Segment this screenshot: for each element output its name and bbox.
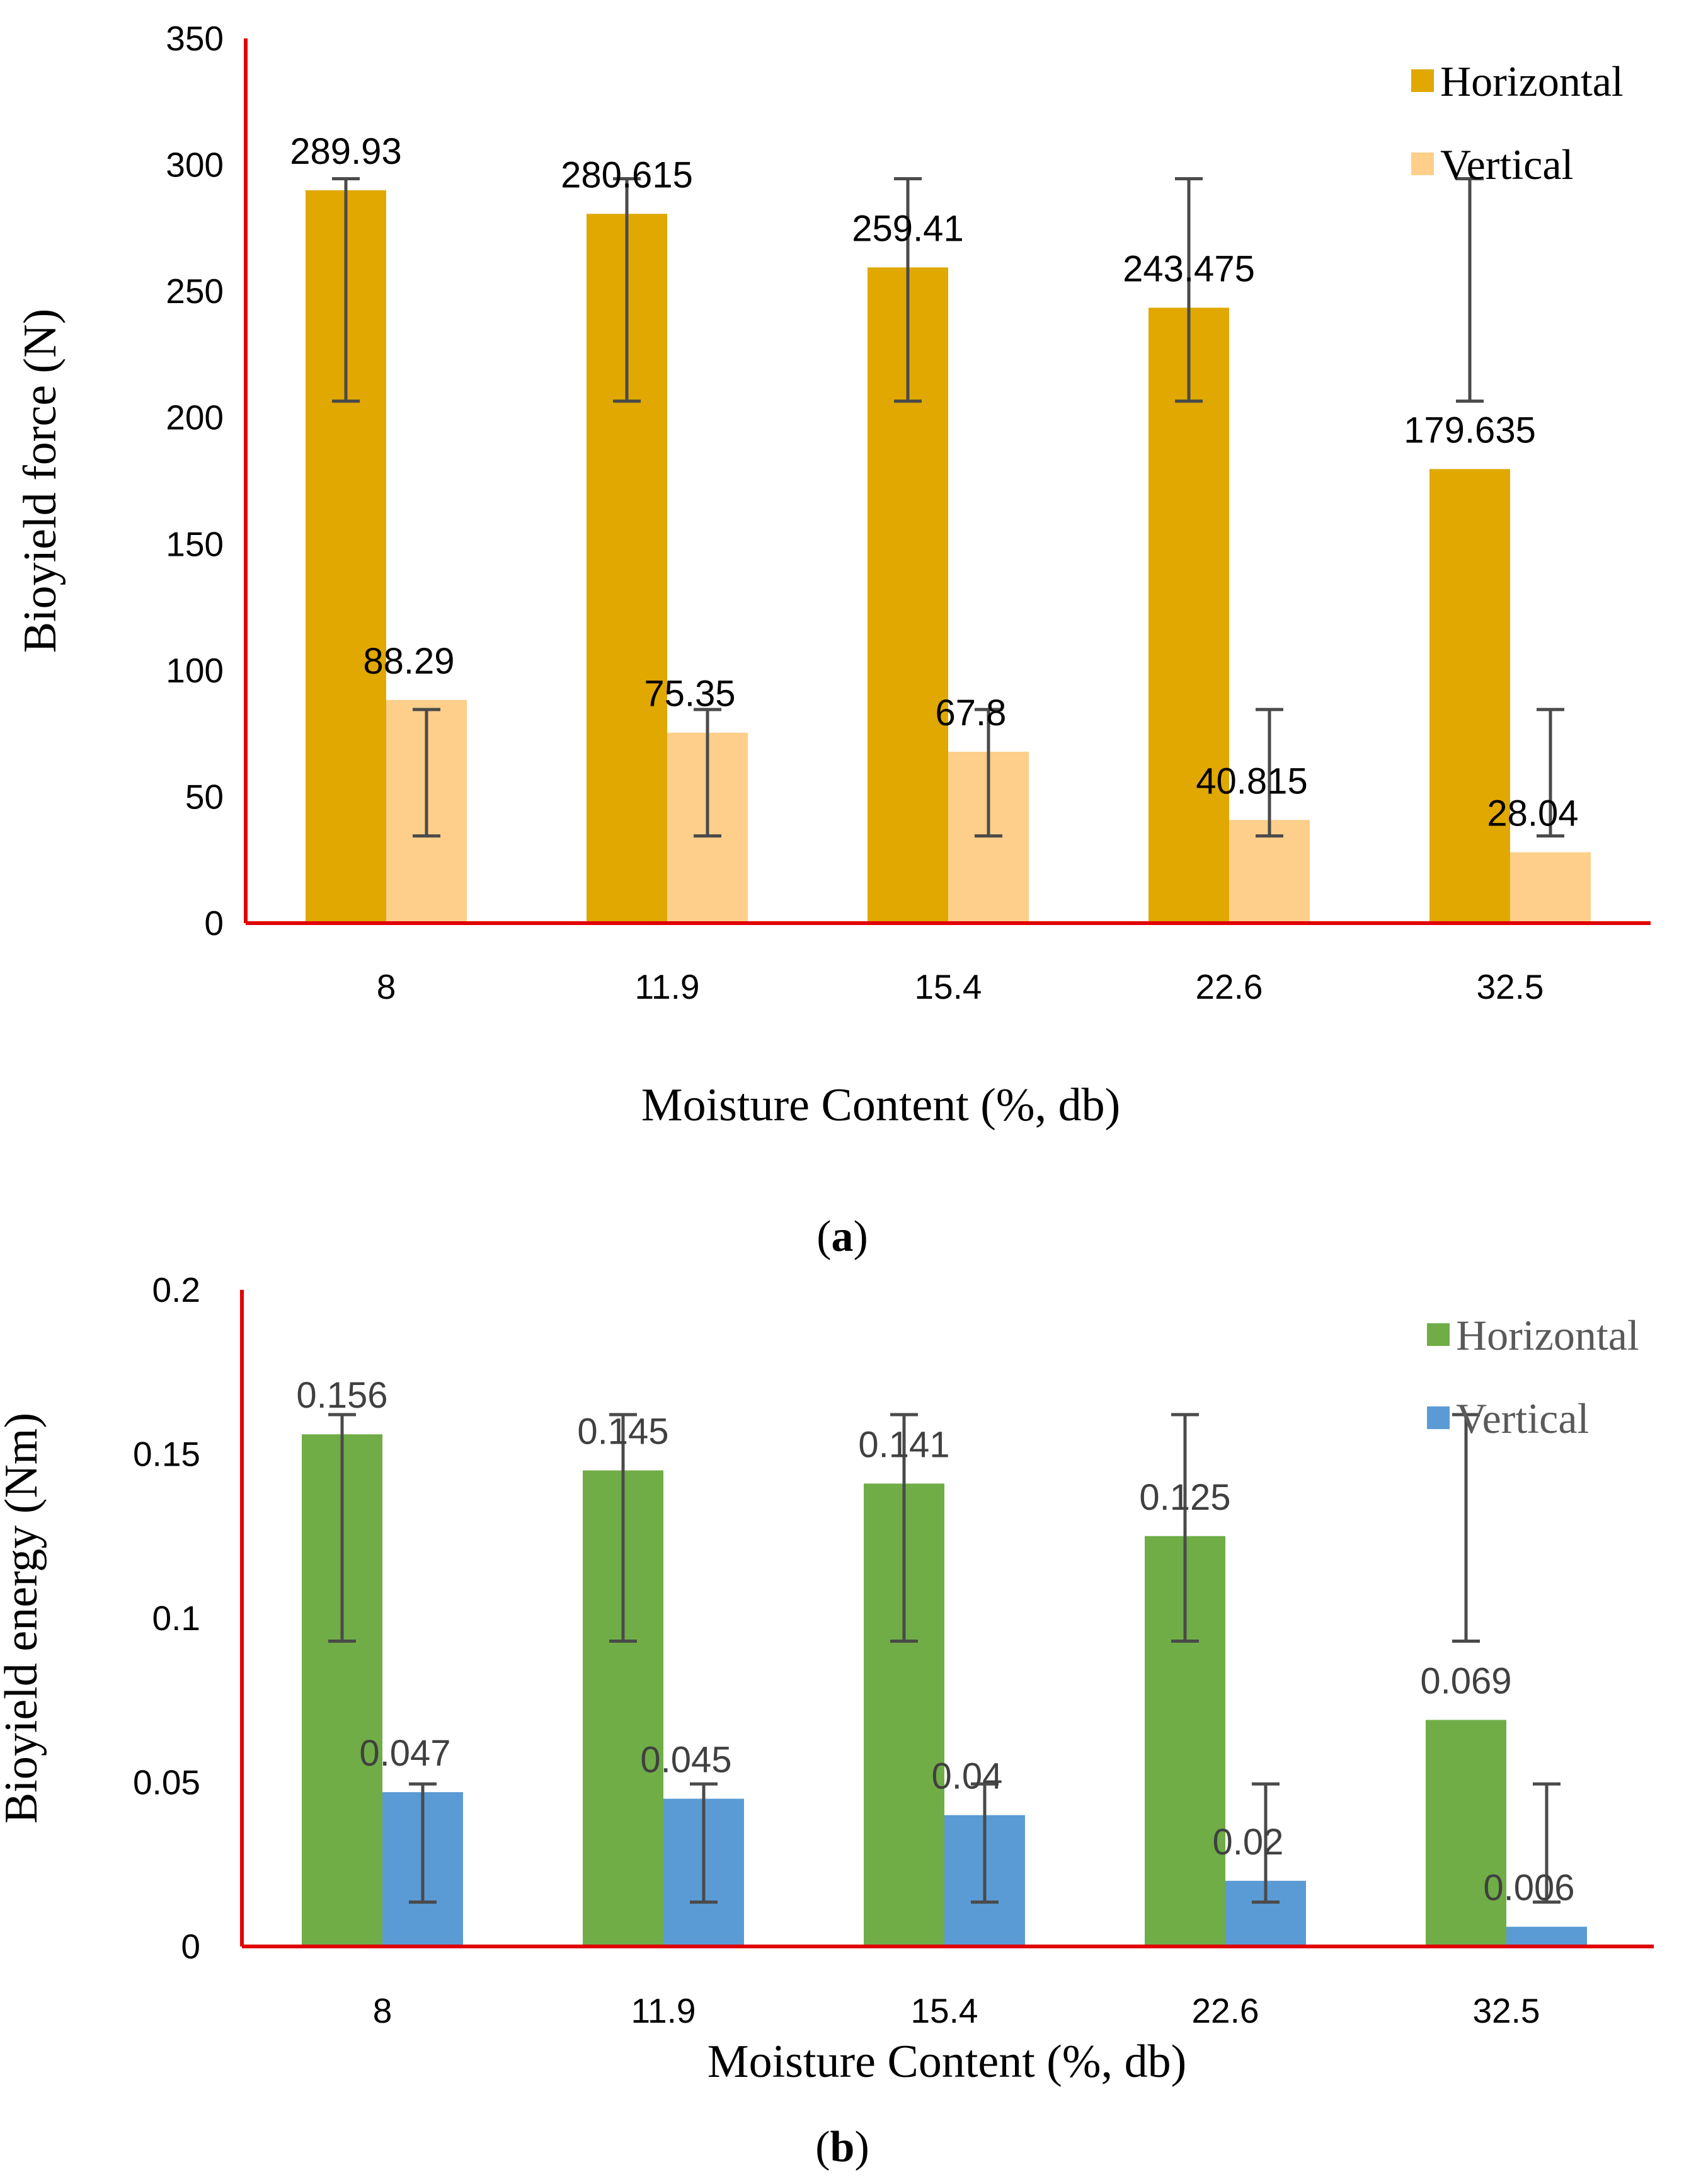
x-tick-label-b-0: 8 — [373, 1991, 392, 2030]
error-bar-b-horizontal-3 — [1171, 1413, 1199, 1643]
x-tick-label-a-0: 8 — [377, 967, 396, 1006]
panel-label-a-letter: a — [832, 1212, 854, 1261]
data-label-b-vertical-1: 0.045 — [640, 1740, 731, 1781]
data-label-a-vertical-4: 28.04 — [1487, 793, 1578, 834]
error-bar-b-vertical-4 — [1533, 1782, 1561, 1904]
bar-a-horizontal-4 — [1429, 469, 1510, 923]
bar-b-vertical-4 — [1506, 1926, 1587, 1946]
data-label-a-horizontal-0: 289.93 — [290, 131, 401, 172]
legend-label-b-horizontal: Horizontal — [1456, 1311, 1639, 1359]
y-tick-label-a-6: 300 — [166, 146, 224, 185]
x-tick-label-b-2: 15.4 — [910, 1991, 978, 2030]
error-bar-a-horizontal-2 — [894, 177, 922, 403]
legend-swatch-a-vertical — [1411, 152, 1434, 175]
y-tick-label-a-2: 100 — [166, 651, 224, 690]
legend-swatch-a-horizontal — [1411, 69, 1434, 92]
y-tick-label-a-1: 50 — [185, 777, 224, 816]
error-bar-b-horizontal-0 — [328, 1413, 356, 1643]
data-label-a-horizontal-3: 243.475 — [1123, 248, 1255, 289]
x-tick-label-b-4: 32.5 — [1472, 1991, 1540, 2030]
data-label-a-vertical-1: 75.35 — [644, 674, 735, 715]
y-tick-label-a-3: 150 — [166, 524, 224, 563]
data-label-b-vertical-3: 0.02 — [1213, 1822, 1284, 1863]
data-label-a-vertical-3: 40.815 — [1196, 761, 1307, 802]
data-label-b-vertical-4: 0.006 — [1483, 1868, 1574, 1909]
y-tick-label-a-7: 350 — [166, 19, 224, 58]
error-bar-b-vertical-2 — [971, 1782, 999, 1904]
y-tick-label-b-0: 0 — [181, 1927, 200, 1966]
chart-b-bioyield-energy: 0 0.05 0.1 0.15 0.2 0.156 0.047 8 0.145 0.045 11.9… — [0, 1270, 1654, 2088]
legend-label-b-vertical: Vertical — [1456, 1394, 1589, 1442]
y-tick-label-b-3: 0.15 — [133, 1435, 200, 1474]
y-tick-label-b-2: 0.1 — [152, 1599, 200, 1638]
x-tick-label-b-3: 22.6 — [1191, 1991, 1259, 2030]
chart-a-bioyield-force: 0 50 100 150 200 250 300 350 289.93 88.29 8 280.615… — [14, 19, 1651, 1131]
panel-label-a: (a) — [816, 1212, 868, 1261]
error-bar-b-vertical-0 — [409, 1782, 437, 1904]
data-label-b-horizontal-1: 0.145 — [577, 1411, 668, 1452]
data-label-b-horizontal-2: 0.141 — [858, 1424, 949, 1465]
data-label-a-horizontal-1: 280.615 — [561, 154, 693, 195]
data-label-b-vertical-2: 0.04 — [932, 1756, 1003, 1797]
data-label-a-horizontal-2: 259.41 — [852, 208, 963, 249]
legend-swatch-b-horizontal — [1427, 1323, 1450, 1346]
x-tick-label-a-4: 32.5 — [1476, 967, 1544, 1006]
error-bar-a-vertical-4 — [1537, 708, 1564, 838]
y-axis-title-a: Bioyield force (N) — [14, 309, 66, 653]
error-bar-a-vertical-0 — [413, 708, 440, 838]
error-bar-b-vertical-3 — [1252, 1782, 1280, 1904]
error-bar-b-horizontal-4 — [1452, 1413, 1480, 1643]
y-tick-label-b-4: 0.2 — [152, 1270, 200, 1309]
error-bar-a-horizontal-0 — [332, 177, 360, 403]
data-label-a-vertical-0: 88.29 — [363, 641, 454, 682]
data-label-b-horizontal-0: 0.156 — [296, 1375, 387, 1416]
error-bar-a-horizontal-4 — [1456, 177, 1484, 403]
x-axis-title-a: Moisture Content (%, db) — [641, 1079, 1120, 1131]
x-tick-label-a-1: 11.9 — [635, 967, 700, 1006]
x-tick-label-b-1: 11.9 — [631, 1991, 696, 2030]
bar-b-horizontal-4 — [1426, 1720, 1506, 1946]
legend-swatch-b-vertical — [1427, 1406, 1450, 1429]
x-tick-label-a-2: 15.4 — [914, 967, 982, 1006]
data-label-b-horizontal-3: 0.125 — [1139, 1477, 1230, 1518]
legend-label-a-vertical: Vertical — [1440, 141, 1573, 188]
error-bar-a-vertical-2 — [975, 708, 1002, 838]
error-bar-b-horizontal-2 — [890, 1413, 918, 1643]
error-bar-a-horizontal-1 — [613, 177, 641, 403]
data-label-b-vertical-0: 0.047 — [359, 1733, 450, 1774]
error-bar-b-vertical-1 — [690, 1782, 718, 1904]
y-tick-label-a-4: 200 — [166, 398, 224, 437]
error-bar-a-vertical-1 — [694, 708, 721, 838]
y-tick-label-a-5: 250 — [166, 272, 224, 311]
x-tick-label-a-3: 22.6 — [1195, 967, 1263, 1006]
panel-label-b: (b) — [815, 2123, 869, 2171]
data-label-a-vertical-2: 67.8 — [936, 693, 1007, 733]
legend-label-a-horizontal: Horizontal — [1440, 57, 1624, 105]
error-bar-a-vertical-3 — [1256, 708, 1283, 838]
error-bar-b-horizontal-1 — [609, 1413, 637, 1643]
y-axis-title-b: Bioyield energy (Nm) — [0, 1413, 47, 1824]
x-axis-title-b: Moisture Content (%, db) — [707, 2036, 1186, 2088]
bar-a-vertical-4 — [1510, 852, 1591, 923]
data-label-a-horizontal-4: 179.635 — [1404, 410, 1536, 451]
y-tick-label-b-1: 0.05 — [133, 1763, 200, 1802]
y-tick-label-a-0: 0 — [204, 904, 224, 943]
error-bar-a-horizontal-3 — [1175, 177, 1203, 403]
panel-label-b-letter: b — [830, 2123, 855, 2171]
bar-a-horizontal-3 — [1148, 307, 1229, 924]
data-label-b-horizontal-4: 0.069 — [1420, 1661, 1511, 1702]
